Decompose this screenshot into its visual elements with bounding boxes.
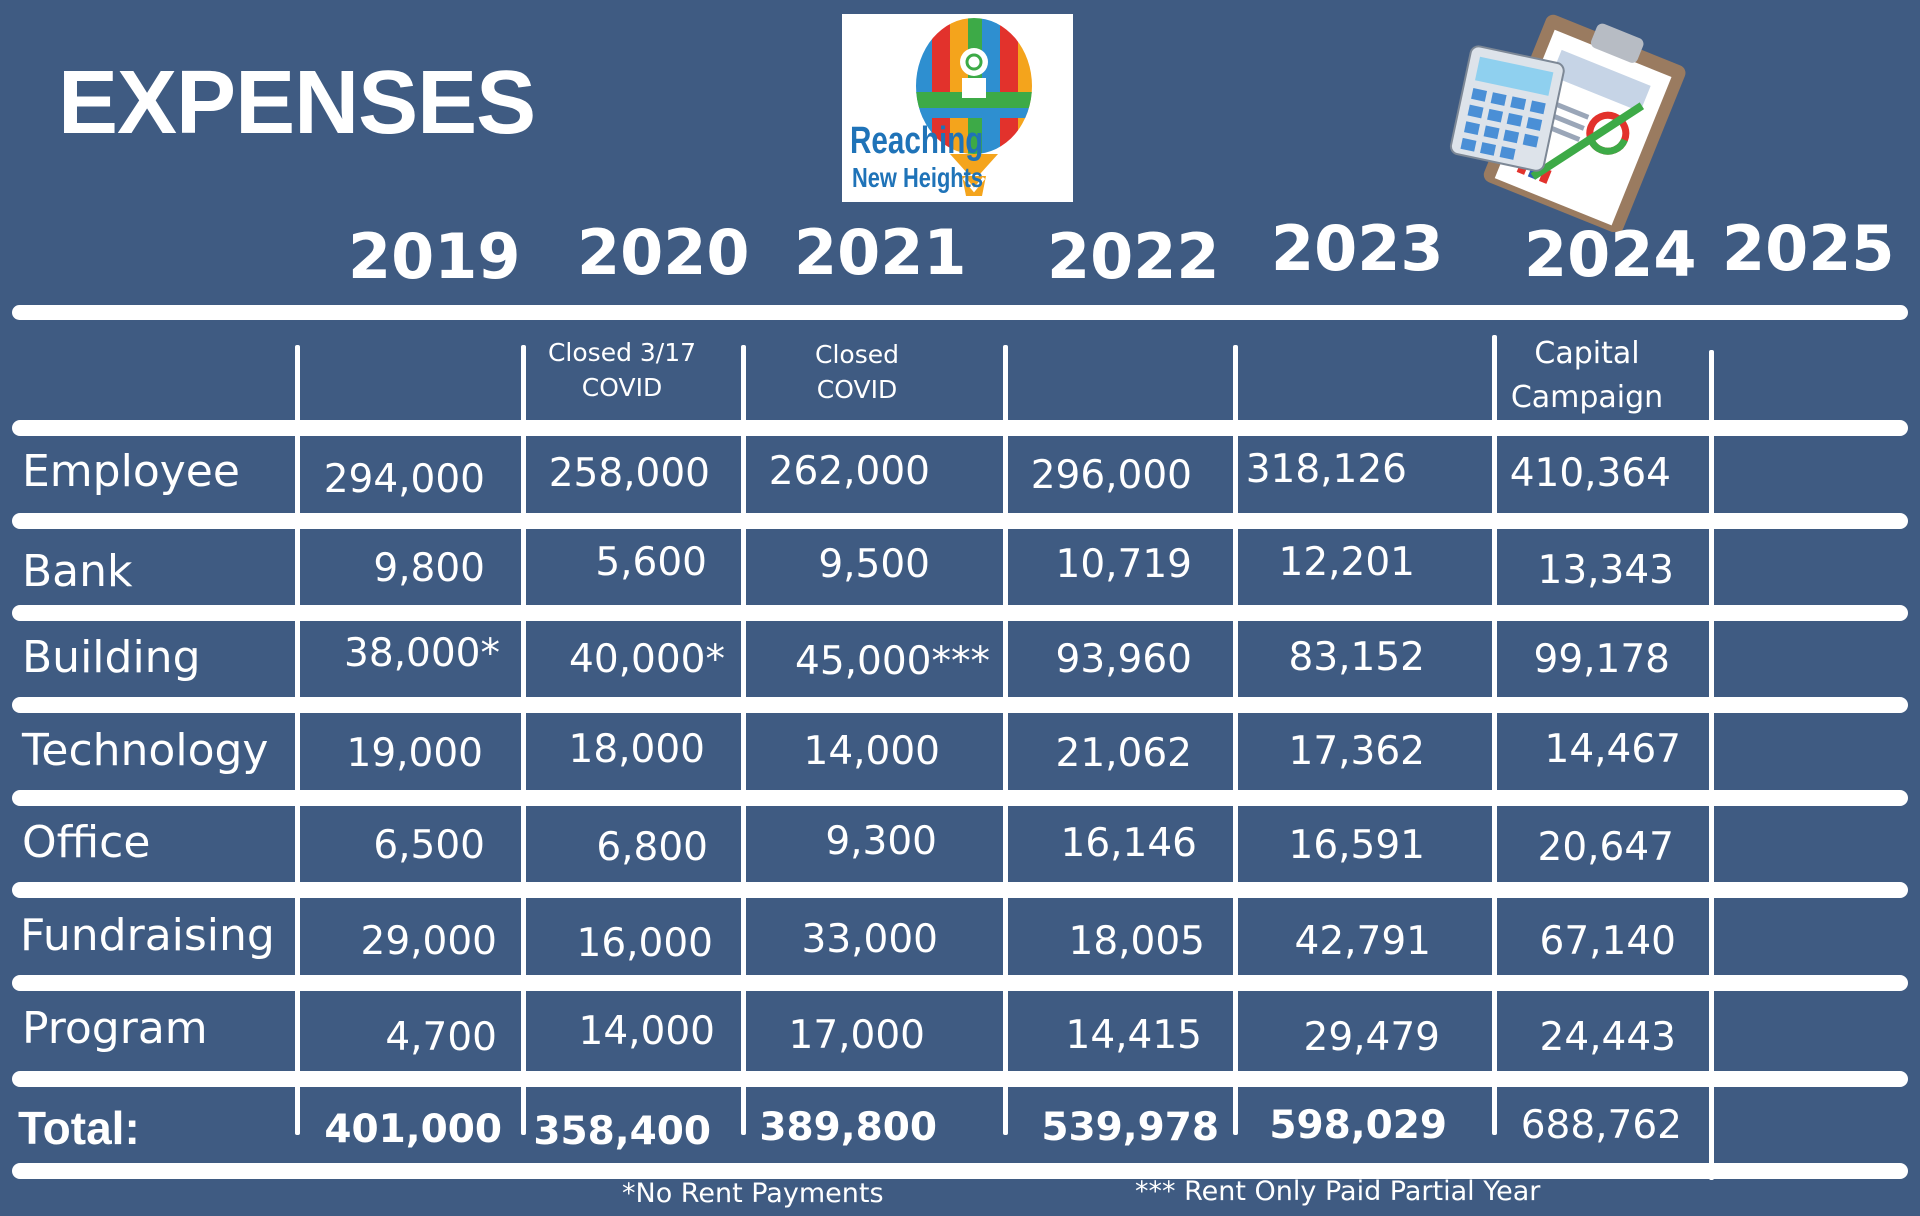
cell-fundraising-2019: 29,000 xyxy=(360,919,497,964)
year-header-2025: 2025 xyxy=(1722,212,1895,285)
cell-office-2023: 16,591 xyxy=(1288,823,1425,868)
cell-employee-2019: 294,000 xyxy=(323,457,485,502)
logo-text-reaching: Reaching xyxy=(850,120,984,162)
column-note-2024: Capital Campaign xyxy=(1510,336,1664,415)
year-header-2023: 2023 xyxy=(1271,212,1444,285)
column-separator xyxy=(295,345,300,1135)
column-separator xyxy=(741,345,746,1135)
cell-office-2021: 9,300 xyxy=(825,819,937,864)
cell-technology-2024: 14,467 xyxy=(1544,727,1681,772)
row-label-total: Total: xyxy=(18,1102,140,1154)
cell-fundraising-2024: 67,140 xyxy=(1539,919,1676,964)
cell-employee-2022: 296,000 xyxy=(1030,453,1192,498)
year-header-2021: 2021 xyxy=(794,216,967,289)
cell-fundraising-2021: 33,000 xyxy=(801,917,938,962)
year-header-2022: 2022 xyxy=(1047,220,1220,293)
hot-air-balloon-icon xyxy=(916,18,1032,196)
cell-employee-2021: 262,000 xyxy=(768,449,930,494)
row-label-building: Building xyxy=(22,632,201,683)
header-divider xyxy=(12,305,1908,320)
cell-program-2021: 17,000 xyxy=(788,1013,925,1058)
cell-bank-2021: 9,500 xyxy=(818,542,930,587)
cell-total-2024: 688,762 xyxy=(1520,1103,1682,1148)
footnote-no-rent: *No Rent Payments xyxy=(622,1178,884,1209)
footnote-partial-year: *** Rent Only Paid Partial Year xyxy=(1135,1176,1541,1207)
cell-program-2023: 29,479 xyxy=(1303,1015,1440,1060)
cell-building-2023: 83,152 xyxy=(1288,635,1425,680)
row-label-technology: Technology xyxy=(22,725,269,776)
cell-program-2022: 14,415 xyxy=(1065,1013,1202,1058)
row-divider xyxy=(12,1071,1908,1087)
cell-building-2019: 38,000* xyxy=(344,631,500,676)
row-label-office: Office xyxy=(22,817,151,868)
cell-employee-2024: 410,364 xyxy=(1509,451,1671,496)
column-separator xyxy=(1709,350,1714,1180)
cell-bank-2019: 9,800 xyxy=(373,546,485,591)
column-separator xyxy=(521,345,526,1135)
row-divider xyxy=(12,882,1908,898)
cell-technology-2022: 21,062 xyxy=(1055,731,1192,776)
cell-bank-2023: 12,201 xyxy=(1278,540,1415,585)
row-divider xyxy=(12,420,1908,436)
row-label-program: Program xyxy=(22,1003,208,1054)
cell-total-2020: 358,400 xyxy=(533,1109,711,1154)
column-note-2021: Closed COVID xyxy=(815,340,899,404)
cell-office-2020: 6,800 xyxy=(596,825,708,870)
cell-technology-2023: 17,362 xyxy=(1288,729,1425,774)
row-label-bank: Bank xyxy=(22,546,133,597)
page-title: EXPENSES xyxy=(58,53,536,153)
row-divider xyxy=(12,697,1908,713)
row-divider xyxy=(12,975,1908,991)
cell-building-2022: 93,960 xyxy=(1055,637,1192,682)
cell-program-2024: 24,443 xyxy=(1539,1015,1676,1060)
cell-technology-2021: 14,000 xyxy=(803,729,940,774)
column-note-2020: Closed 3/17 COVID xyxy=(547,338,697,402)
reaching-new-heights-logo: Reaching New Heights xyxy=(842,14,1073,202)
cell-total-2023: 598,029 xyxy=(1269,1103,1447,1148)
column-separator xyxy=(1233,345,1238,1135)
cell-building-2021: 45,000*** xyxy=(795,639,990,684)
cell-technology-2019: 19,000 xyxy=(346,731,483,776)
cell-employee-2020: 258,000 xyxy=(548,451,710,496)
cell-building-2020: 40,000* xyxy=(569,637,725,682)
cell-bank-2022: 10,719 xyxy=(1055,542,1192,587)
row-divider xyxy=(12,513,1908,529)
cell-total-2019: 401,000 xyxy=(324,1107,502,1152)
column-separator xyxy=(1003,345,1008,1135)
clipboard-calculator-icon xyxy=(1440,12,1690,236)
cell-fundraising-2020: 16,000 xyxy=(576,921,713,966)
cell-fundraising-2023: 42,791 xyxy=(1294,919,1431,964)
row-label-employee: Employee xyxy=(22,446,240,497)
cell-office-2024: 20,647 xyxy=(1537,825,1674,870)
cell-total-2022: 539,978 xyxy=(1041,1105,1219,1150)
cell-bank-2024: 13,343 xyxy=(1537,548,1674,593)
year-header-2024: 2024 xyxy=(1524,218,1697,291)
row-label-fundraising: Fundraising xyxy=(20,910,275,961)
logo-text-new-heights: New Heights xyxy=(852,162,984,193)
cell-bank-2020: 5,600 xyxy=(595,540,707,585)
row-divider xyxy=(12,605,1908,621)
cell-program-2020: 14,000 xyxy=(578,1009,715,1054)
cell-office-2019: 6,500 xyxy=(373,823,485,868)
cell-fundraising-2022: 18,005 xyxy=(1068,919,1205,964)
cell-building-2024: 99,178 xyxy=(1533,637,1670,682)
year-header-2020: 2020 xyxy=(577,216,750,289)
cell-technology-2020: 18,000 xyxy=(568,727,705,772)
row-divider xyxy=(12,790,1908,806)
cell-program-2019: 4,700 xyxy=(385,1015,497,1060)
cell-total-2021: 389,800 xyxy=(759,1105,937,1150)
cell-office-2022: 16,146 xyxy=(1060,821,1197,866)
column-separator xyxy=(1492,335,1497,1135)
table-bottom-divider xyxy=(12,1163,1908,1179)
cell-employee-2023: 318,126 xyxy=(1245,447,1407,492)
year-header-2019: 2019 xyxy=(348,220,521,293)
